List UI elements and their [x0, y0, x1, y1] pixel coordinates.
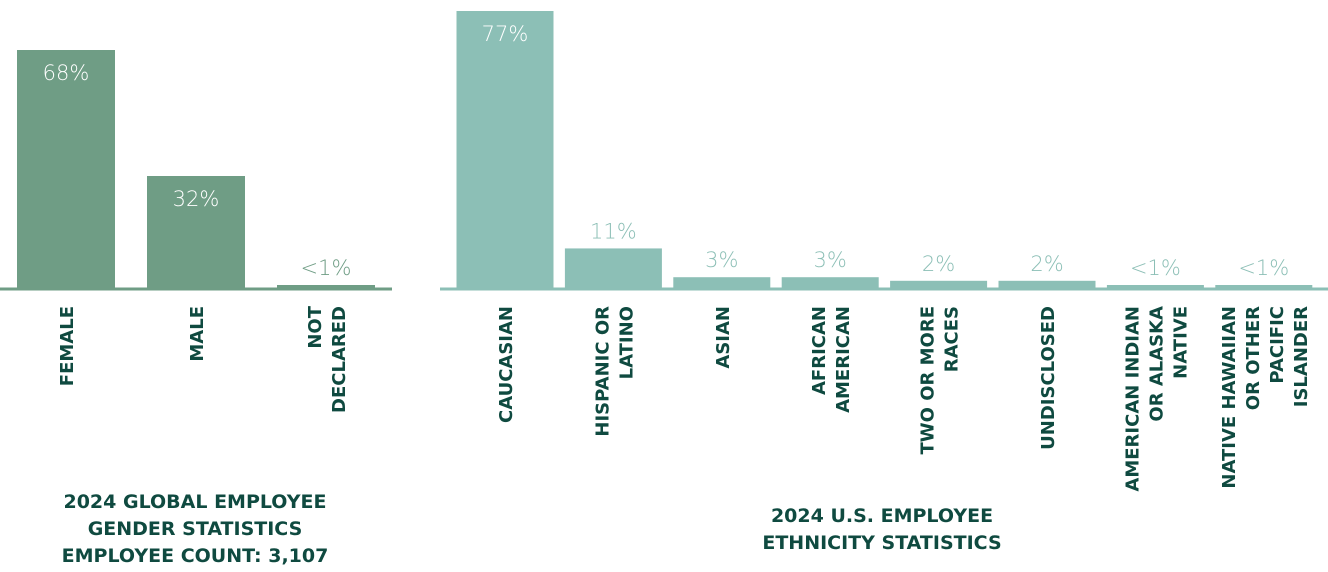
ethnicity-chart-title: 2024 U.S. EMPLOYEE ETHNICITY STATISTICS: [640, 503, 1124, 557]
gender-title-line-1: 2024 GLOBAL EMPLOYEE: [63, 491, 327, 513]
ethnicity-value-label-native-hawaiian-or-other-pacific-islander: <1%: [1238, 256, 1289, 280]
ethnicity-value-label-american-indian-or-alaska-native: <1%: [1130, 256, 1181, 280]
ethnicity-bar-caucasian: [456, 11, 554, 288]
ethnicity-category-label-hispanic-or-latino: HISPANIC OR LATINO: [592, 306, 637, 437]
ethnicity-bar-undisclosed: [998, 280, 1096, 288]
ethnicity-category-label-caucasian: CAUCASIAN: [496, 306, 517, 423]
ethnicity-category-label-native-hawaiian-or-other-pacific-islander: NATIVE HAWAIIAN OR OTHER PACIFIC ISLANDER: [1219, 306, 1312, 489]
gender-category-label-male: MALE: [187, 306, 208, 362]
ethnicity-bar-native-hawaiian-or-other-pacific-islander: [1215, 285, 1313, 288]
ethnicity-bar-two-or-more-races: [890, 280, 988, 288]
ethnicity-value-label-caucasian: 77%: [482, 22, 529, 46]
ethnicity-bar-african-american: [781, 277, 879, 288]
gender-category-label-not-declared: NOT DECLARED: [305, 305, 350, 413]
gender-bar-male: [147, 176, 245, 288]
gender-value-label-female: 68%: [43, 61, 90, 85]
gender-title-line-2: GENDER STATISTICS: [87, 518, 303, 540]
gender-value-label-male: 32%: [173, 187, 220, 211]
ethnicity-category-label-african-american: AFRICAN AMERICAN: [809, 306, 854, 413]
gender-bar-not-declared: [277, 285, 375, 288]
gender-category-label-female: FEMALE: [57, 306, 78, 386]
ethnicity-bar-hispanic-or-latino: [564, 248, 662, 288]
ethnicity-value-label-two-or-more-races: 2%: [922, 252, 955, 276]
gender-title-line-3: EMPLOYEE COUNT: 3,107: [61, 545, 329, 567]
ethnicity-value-label-african-american: 3%: [814, 248, 847, 272]
ethnicity-bar-american-indian-or-alaska-native: [1106, 285, 1204, 288]
gender-chart-title: 2024 GLOBAL EMPLOYEE GENDER STATISTICS E…: [0, 489, 390, 570]
ethnicity-category-label-asian: ASIAN: [713, 306, 734, 369]
ethnicity-category-label-two-or-more-races: TWO OR MORE RACES: [918, 306, 963, 455]
ethnicity-value-label-asian: 3%: [705, 248, 738, 272]
gender-bar-chart: 68% FEMALE 32% MALE <1% NOT DECLARED: [0, 50, 392, 413]
ethnicity-title-line-2: ETHNICITY STATISTICS: [762, 532, 1002, 554]
ethnicity-category-label-undisclosed: UNDISCLOSED: [1038, 306, 1059, 450]
ethnicity-bar-asian: [673, 277, 771, 288]
ethnicity-value-label-hispanic-or-latino: 11%: [590, 219, 637, 243]
ethnicity-title-line-1: 2024 U.S. EMPLOYEE: [770, 505, 994, 527]
ethnicity-bar-chart: 77% CAUCASIAN 11% HISPANIC OR LATINO 3% ASIAN 3…: [440, 11, 1328, 492]
gender-value-label-not-declared: <1%: [301, 256, 352, 280]
ethnicity-value-label-undisclosed: 2%: [1030, 252, 1063, 276]
ethnicity-category-label-american-indian-or-alaska-native: AMERICAN INDIAN OR ALASKA NATIVE: [1122, 306, 1191, 492]
gender-bar-female: [17, 50, 115, 288]
